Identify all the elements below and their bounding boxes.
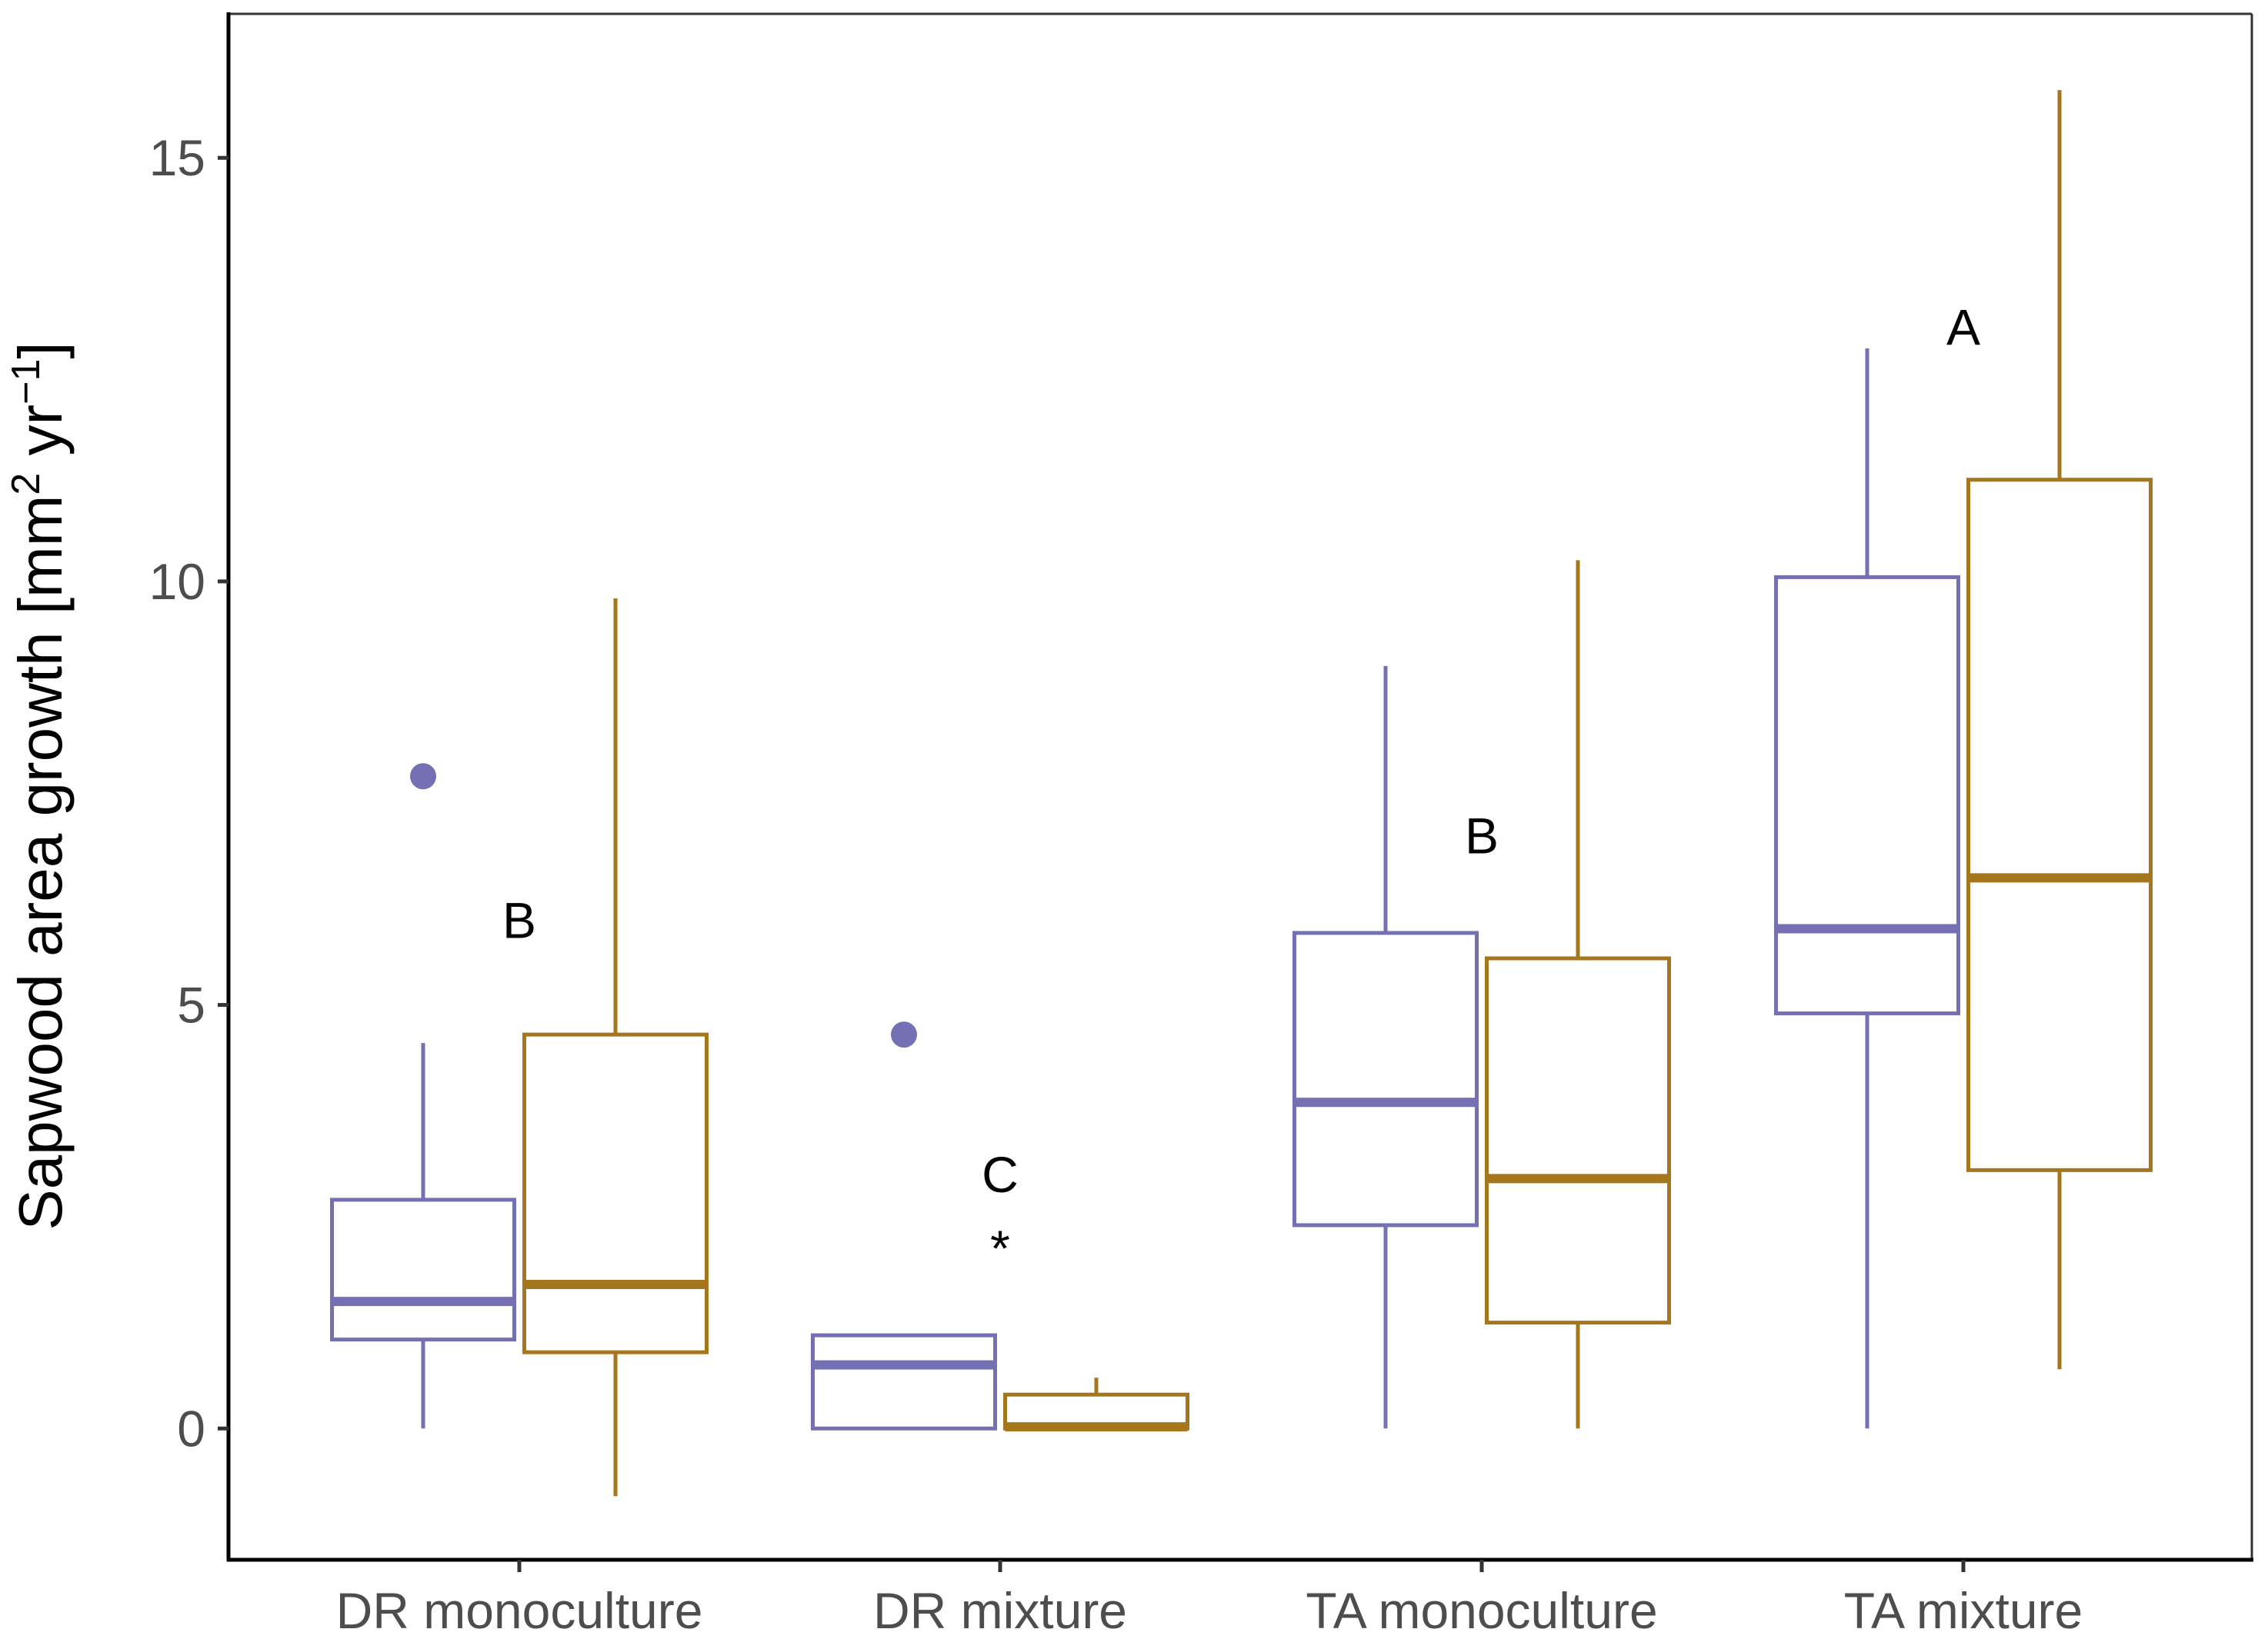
x-tick-label: DR mixture bbox=[873, 1582, 1127, 1639]
box-2-4 bbox=[1966, 90, 2153, 1370]
y-axis-title: Sapwood area growth [mm2 yr−1] bbox=[4, 341, 75, 1230]
box-iqr bbox=[1485, 956, 1671, 1325]
box-2-1 bbox=[522, 598, 709, 1497]
boxes-layer bbox=[330, 90, 2153, 1497]
box-1-2 bbox=[811, 1021, 997, 1431]
box-iqr bbox=[1292, 931, 1479, 1228]
significance-letter: C bbox=[982, 1146, 1019, 1203]
significance-letter: A bbox=[1946, 299, 1980, 356]
box-2-2 bbox=[1003, 1377, 1189, 1432]
outlier-point bbox=[891, 1021, 917, 1048]
box-1-1 bbox=[330, 763, 516, 1429]
x-axis: DR monoculture DR mixture TA monoculture TA… bbox=[336, 1560, 2083, 1639]
significance-star: * bbox=[990, 1220, 1010, 1277]
box-iqr bbox=[811, 1333, 997, 1431]
outlier-point bbox=[410, 763, 436, 790]
x-tick-label: TA monoculture bbox=[1306, 1582, 1657, 1639]
box-iqr bbox=[1966, 478, 2153, 1172]
box-iqr bbox=[330, 1198, 516, 1342]
significance-letter: B bbox=[1465, 807, 1499, 864]
box-2-3 bbox=[1485, 560, 1671, 1429]
significance-letter: B bbox=[502, 891, 536, 948]
y-tick-label: 0 bbox=[177, 1400, 205, 1457]
box-1-4 bbox=[1774, 348, 1960, 1429]
x-tick-label: DR monoculture bbox=[336, 1582, 703, 1639]
box-1-3 bbox=[1292, 666, 1479, 1429]
y-tick-label: 15 bbox=[149, 129, 205, 186]
y-axis: 0 5 10 15 bbox=[149, 129, 228, 1457]
x-tick-label: TA mixture bbox=[1844, 1582, 2083, 1639]
annotations-layer: B C * B A bbox=[502, 299, 1980, 1277]
y-tick-label: 5 bbox=[177, 977, 205, 1034]
y-tick-label: 10 bbox=[149, 553, 205, 610]
box-iqr bbox=[1774, 575, 1960, 1016]
box-iqr bbox=[522, 1032, 709, 1354]
